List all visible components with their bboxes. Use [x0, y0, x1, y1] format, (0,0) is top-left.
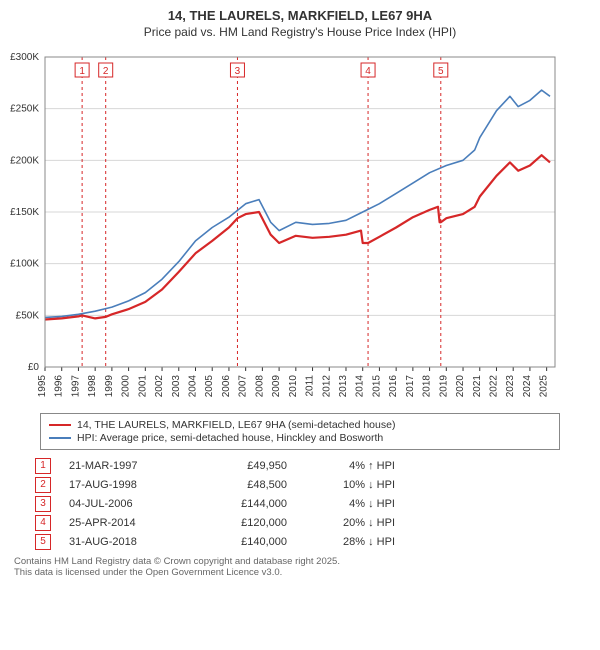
event-diff: 20% ↓ HPI	[305, 517, 395, 529]
event-price: £48,500	[197, 479, 287, 491]
event-marker: 4	[35, 515, 51, 531]
svg-text:2007: 2007	[238, 375, 249, 398]
svg-text:2022: 2022	[488, 375, 499, 398]
footer-line1: Contains HM Land Registry data © Crown c…	[14, 556, 586, 567]
legend-label: HPI: Average price, semi-detached house,…	[77, 432, 383, 444]
svg-text:2003: 2003	[171, 375, 182, 398]
event-row: 2 17-AUG-1998 £48,500 10% ↓ HPI	[35, 477, 565, 493]
event-diff: 10% ↓ HPI	[305, 479, 395, 491]
svg-text:2020: 2020	[455, 375, 466, 398]
svg-text:£0: £0	[28, 362, 40, 373]
svg-text:2: 2	[103, 66, 109, 77]
svg-text:2001: 2001	[137, 375, 148, 398]
legend-swatch	[49, 437, 71, 439]
svg-text:1997: 1997	[70, 375, 81, 398]
svg-text:2009: 2009	[271, 375, 282, 398]
svg-text:2000: 2000	[121, 375, 132, 398]
svg-text:£100K: £100K	[10, 259, 39, 270]
svg-text:1995: 1995	[37, 375, 48, 398]
event-diff: 28% ↓ HPI	[305, 536, 395, 548]
svg-text:2006: 2006	[221, 375, 232, 398]
event-date: 31-AUG-2018	[69, 536, 179, 548]
svg-text:2017: 2017	[405, 375, 416, 398]
chart-title-block: 14, THE LAURELS, MARKFIELD, LE67 9HA Pri…	[0, 0, 600, 43]
event-diff: 4% ↓ HPI	[305, 498, 395, 510]
event-marker: 2	[35, 477, 51, 493]
title-address: 14, THE LAURELS, MARKFIELD, LE67 9HA	[0, 8, 600, 23]
svg-text:2012: 2012	[321, 375, 332, 398]
svg-text:2015: 2015	[371, 375, 382, 398]
event-price: £144,000	[197, 498, 287, 510]
chart-container: £0 £50K £100K £150K £200K £250K £300K 1995 1996 1…	[0, 47, 600, 407]
event-row: 5 31-AUG-2018 £140,000 28% ↓ HPI	[35, 534, 565, 550]
svg-text:2018: 2018	[422, 375, 433, 398]
events-table: 1 21-MAR-1997 £49,950 4% ↑ HPI 2 17-AUG-1998 £…	[35, 458, 565, 550]
event-date: 04-JUL-2006	[69, 498, 179, 510]
event-date: 17-AUG-1998	[69, 479, 179, 491]
event-price: £140,000	[197, 536, 287, 548]
price-chart: £0 £50K £100K £150K £200K £250K £300K 1995 1996 1…	[0, 47, 560, 407]
svg-text:£200K: £200K	[10, 155, 39, 166]
legend-row: HPI: Average price, semi-detached house,…	[49, 432, 551, 444]
svg-text:£250K: £250K	[10, 104, 39, 115]
event-marker: 3	[35, 496, 51, 512]
svg-text:1996: 1996	[54, 375, 65, 398]
event-date: 21-MAR-1997	[69, 460, 179, 472]
svg-text:2019: 2019	[438, 375, 449, 398]
svg-text:2013: 2013	[338, 375, 349, 398]
legend-swatch	[49, 424, 71, 426]
footer-line2: This data is licensed under the Open Gov…	[14, 567, 586, 578]
svg-text:£150K: £150K	[10, 207, 39, 218]
event-marker: 5	[35, 534, 51, 550]
title-subtitle: Price paid vs. HM Land Registry's House …	[0, 25, 600, 39]
svg-text:£300K: £300K	[10, 52, 39, 63]
event-row: 3 04-JUL-2006 £144,000 4% ↓ HPI	[35, 496, 565, 512]
svg-text:£50K: £50K	[16, 310, 40, 321]
svg-text:2008: 2008	[254, 375, 265, 398]
svg-text:5: 5	[438, 66, 444, 77]
svg-text:2024: 2024	[522, 375, 533, 398]
legend: 14, THE LAURELS, MARKFIELD, LE67 9HA (se…	[40, 413, 560, 450]
svg-text:1: 1	[79, 66, 85, 77]
svg-text:4: 4	[365, 66, 371, 77]
event-price: £120,000	[197, 517, 287, 529]
svg-text:2025: 2025	[539, 375, 550, 398]
event-diff: 4% ↑ HPI	[305, 460, 395, 472]
svg-text:2010: 2010	[288, 375, 299, 398]
svg-text:2005: 2005	[204, 375, 215, 398]
svg-text:2016: 2016	[388, 375, 399, 398]
legend-row: 14, THE LAURELS, MARKFIELD, LE67 9HA (se…	[49, 419, 551, 431]
svg-text:2023: 2023	[505, 375, 516, 398]
event-date: 25-APR-2014	[69, 517, 179, 529]
svg-text:2014: 2014	[355, 375, 366, 398]
legend-label: 14, THE LAURELS, MARKFIELD, LE67 9HA (se…	[77, 419, 395, 431]
event-price: £49,950	[197, 460, 287, 472]
svg-text:2011: 2011	[305, 375, 316, 397]
svg-text:1999: 1999	[104, 375, 115, 398]
svg-text:3: 3	[235, 66, 241, 77]
event-row: 1 21-MAR-1997 £49,950 4% ↑ HPI	[35, 458, 565, 474]
event-row: 4 25-APR-2014 £120,000 20% ↓ HPI	[35, 515, 565, 531]
svg-text:2002: 2002	[154, 375, 165, 398]
svg-text:1998: 1998	[87, 375, 98, 398]
event-marker: 1	[35, 458, 51, 474]
svg-text:2004: 2004	[187, 375, 198, 398]
svg-text:2021: 2021	[472, 375, 483, 398]
footer-attribution: Contains HM Land Registry data © Crown c…	[14, 556, 586, 578]
